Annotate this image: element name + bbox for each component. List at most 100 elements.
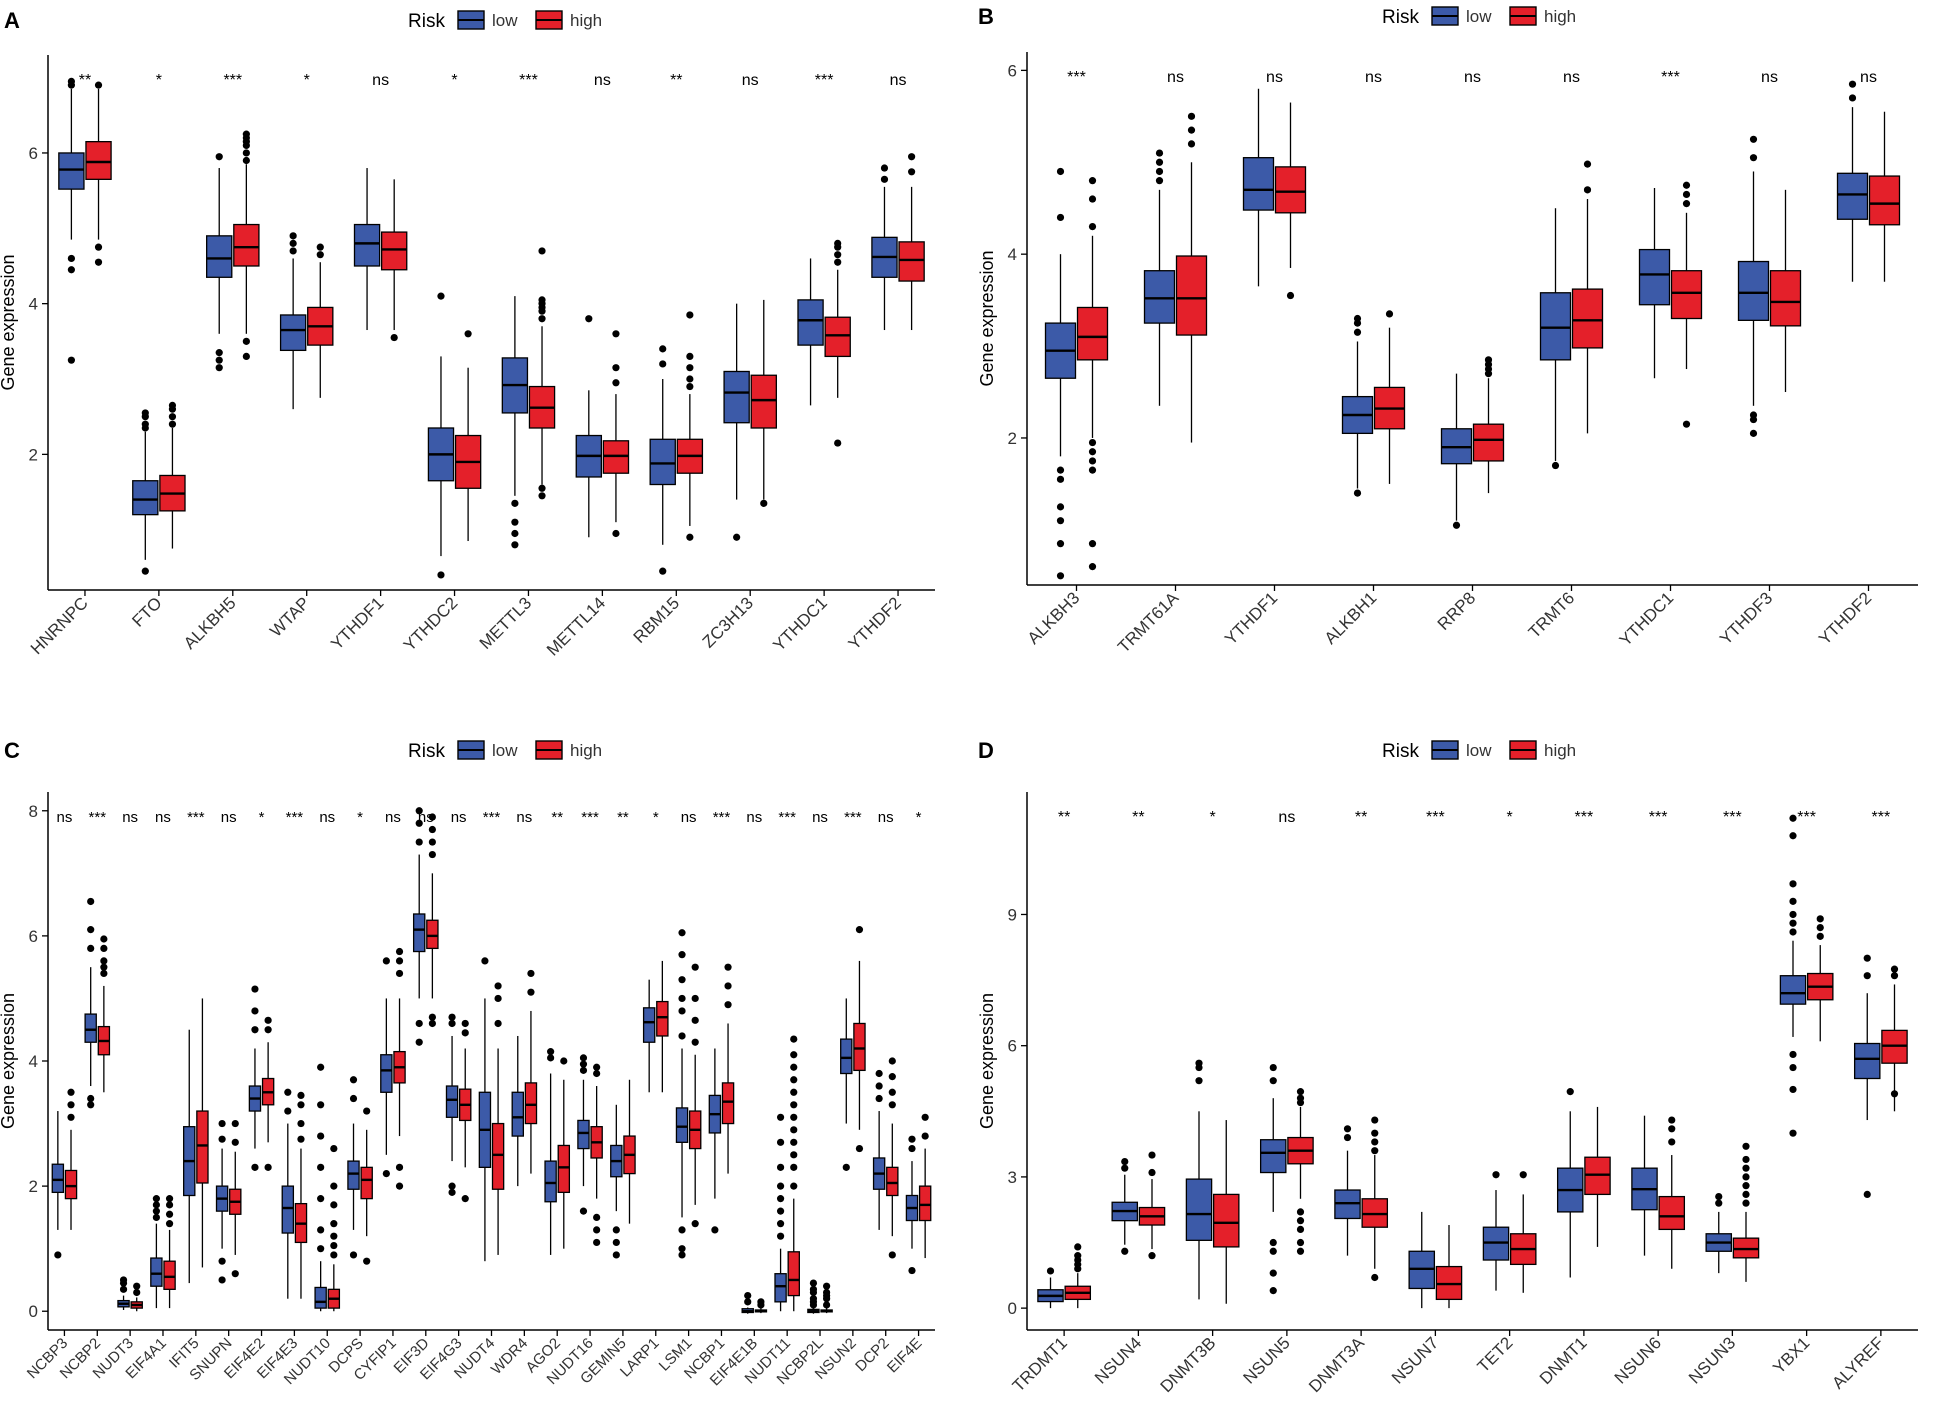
box-iqr (353, 223, 381, 267)
box-iqr (85, 141, 112, 180)
outlier-point (297, 1101, 305, 1109)
box-iqr (1539, 292, 1572, 361)
box-low-NUDT16 (577, 1054, 590, 1215)
outlier-point (67, 1113, 75, 1121)
outlier-point (1682, 200, 1691, 208)
outlier-point (585, 315, 593, 323)
outlier-point (1343, 1133, 1352, 1142)
legend-title: Risk (408, 741, 445, 762)
box-low-EIF4E3 (281, 1088, 295, 1299)
outlier-point (1148, 1168, 1156, 1177)
significance-label: *** (713, 809, 731, 826)
outlier-point (776, 1220, 785, 1228)
outlier-point (215, 364, 223, 372)
outlier-point (888, 1251, 896, 1259)
box-low-ALKBH1 (1341, 314, 1374, 497)
box-low-DNMT1 (1556, 1088, 1584, 1278)
outlier-point (790, 1163, 798, 1171)
outlier-point (1863, 972, 1871, 980)
outlier-point (289, 239, 297, 247)
box-iqr (1076, 306, 1109, 361)
outlier-point (231, 1270, 239, 1278)
y-tick-label: 3 (1008, 1168, 1017, 1187)
box-low-EIF3D (412, 807, 426, 1046)
outlier-point (264, 1026, 272, 1034)
outlier-point (94, 258, 103, 266)
significance-label: ns (516, 809, 532, 826)
outlier-point (218, 1119, 226, 1128)
significance-label: * (451, 72, 457, 89)
significance-label: ns (451, 809, 467, 826)
outlier-point (251, 1007, 259, 1015)
outlier-point (1088, 223, 1097, 231)
box-high-NCBP3 (64, 1088, 78, 1230)
outlier-point (678, 994, 686, 1003)
outlier-point (678, 1032, 686, 1040)
box-high-NSUN3 (1732, 1142, 1760, 1282)
y-axis-title: Gene expression (0, 993, 18, 1129)
significance-label: ** (1132, 809, 1144, 826)
significance-label: ns (122, 809, 138, 826)
box-iqr (1658, 1195, 1686, 1231)
outlier-point (289, 232, 297, 240)
outlier-point (760, 499, 768, 507)
box-high-TRMT61A (1175, 112, 1208, 443)
outlier-point (349, 1076, 358, 1084)
outlier-point (686, 382, 694, 391)
outlier-point (511, 529, 519, 538)
box-low-NCBP2L (807, 1279, 820, 1314)
box-high-EIF4G3 (458, 1019, 472, 1203)
box-low-YTHDC1 (797, 258, 824, 406)
outlier-point (1155, 177, 1164, 185)
box-low-SNUPN (215, 1119, 229, 1284)
legend-title: Risk (408, 11, 445, 32)
box-low-NCBP2 (84, 897, 97, 1109)
box-high-EIF4E (918, 1113, 932, 1259)
significance-label: *** (1723, 809, 1742, 826)
significance-label: ns (372, 72, 389, 89)
significance-label: * (1507, 809, 1513, 826)
significance-label: *** (519, 72, 538, 89)
box-iqr (281, 1185, 295, 1234)
outlier-point (612, 364, 620, 372)
box-low-YTHDF3 (1737, 135, 1770, 437)
outlier-point (264, 1016, 272, 1024)
box-high-YTHDF1 (380, 179, 408, 342)
outlier-point (330, 1251, 338, 1259)
outlier-point (511, 499, 519, 507)
outlier-point (875, 1094, 883, 1103)
outlier-point (1668, 1116, 1676, 1124)
outlier-point (678, 1007, 686, 1015)
outlier-point (87, 897, 95, 906)
outlier-point (1121, 1164, 1129, 1172)
outlier-point (1742, 1173, 1750, 1181)
box-high-NSUN6 (1658, 1116, 1686, 1269)
outlier-point (790, 1126, 798, 1134)
box-high-EIF4A1 (163, 1195, 176, 1309)
box-iqr (64, 1169, 78, 1200)
outlier-point (87, 1094, 95, 1103)
outlier-point (511, 541, 519, 549)
outlier-point (1742, 1164, 1750, 1172)
box-high-LSM1 (688, 963, 702, 1228)
outlier-point (437, 292, 445, 300)
box-iqr (84, 1013, 97, 1043)
outlier-point (119, 1285, 128, 1293)
outlier-point (152, 1207, 160, 1215)
box-low-TRMT61A (1143, 149, 1176, 406)
outlier-point (612, 379, 620, 387)
outlier-point (215, 356, 223, 364)
outlier-point (1742, 1190, 1750, 1199)
box-low-NSUN7 (1408, 1211, 1436, 1309)
outlier-point (678, 951, 686, 959)
outlier-point (428, 1013, 436, 1021)
outlier-point (1195, 1059, 1203, 1067)
panel-label: A (4, 8, 20, 33)
outlier-point (834, 239, 842, 247)
box-iqr (1779, 975, 1807, 1005)
outlier-point (1668, 1125, 1676, 1133)
outlier-point (349, 1094, 358, 1103)
outlier-point (264, 1163, 272, 1171)
box-iqr (150, 1257, 163, 1287)
box-iqr (491, 1122, 505, 1190)
